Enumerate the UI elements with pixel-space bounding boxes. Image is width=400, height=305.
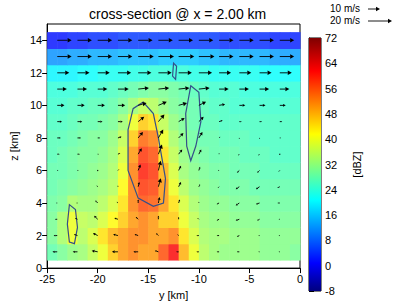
svg-text:56: 56	[325, 83, 337, 95]
svg-text:10: 10	[30, 99, 42, 111]
svg-text:8: 8	[36, 132, 42, 144]
svg-text:-15: -15	[140, 273, 156, 285]
svg-text:2: 2	[36, 230, 42, 242]
svg-text:14: 14	[30, 34, 42, 46]
svg-text:0: 0	[36, 262, 43, 275]
svg-text:12: 12	[30, 67, 42, 79]
svg-text:cross-section @ x = 2.00 km: cross-section @ x = 2.00 km	[89, 6, 266, 22]
svg-text:[dBZ]: [dBZ]	[351, 151, 363, 177]
svg-text:0: 0	[325, 260, 331, 272]
svg-text:10 m/s: 10 m/s	[330, 3, 360, 14]
svg-text:24: 24	[325, 184, 337, 196]
svg-text:72: 72	[325, 32, 337, 44]
svg-text:8: 8	[325, 234, 331, 246]
svg-text:z [km]: z [km]	[8, 131, 20, 160]
svg-text:-5: -5	[245, 273, 255, 285]
svg-text:-20: -20	[90, 273, 106, 285]
svg-text:-25: -25	[39, 273, 55, 285]
svg-text:16: 16	[325, 209, 337, 221]
svg-text:-8: -8	[325, 285, 335, 297]
svg-text:40: 40	[325, 133, 337, 145]
svg-text:64: 64	[325, 57, 337, 69]
svg-text:4: 4	[36, 197, 42, 209]
svg-text:y [km]: y [km]	[159, 289, 188, 301]
svg-text:32: 32	[325, 159, 337, 171]
svg-text:20 m/s: 20 m/s	[330, 15, 360, 26]
svg-text:48: 48	[325, 108, 337, 120]
svg-text:6: 6	[36, 164, 42, 176]
svg-text:0: 0	[297, 273, 303, 285]
svg-text:-10: -10	[191, 273, 207, 285]
